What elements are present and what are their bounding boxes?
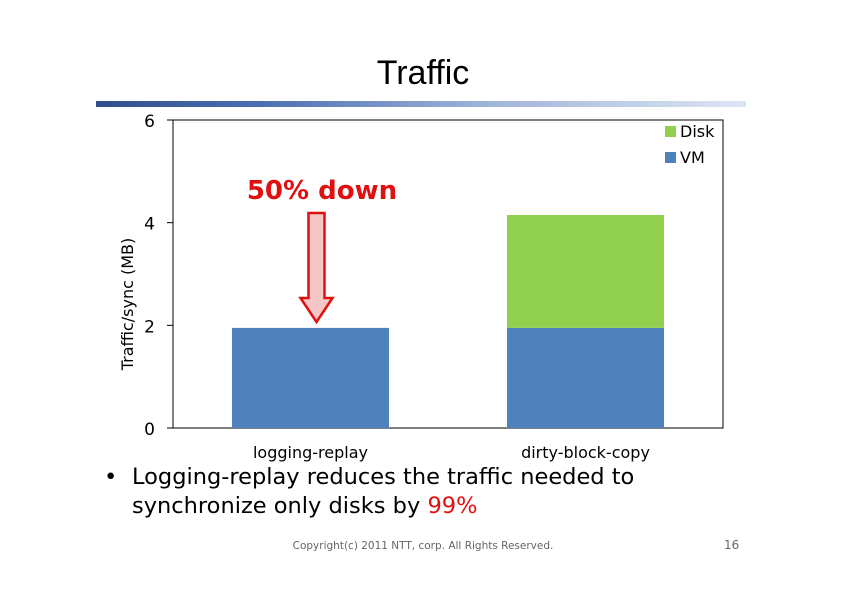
x-tick-label: dirty-block-copy xyxy=(521,443,650,462)
legend-label-vm: VM xyxy=(680,148,705,167)
bar-vm xyxy=(507,327,664,428)
y-tick-label: 6 xyxy=(144,112,155,132)
y-tick-label: 4 xyxy=(144,215,155,235)
traffic-chart: 0 2 4 6 Traffic/sync (MB) logging-replay dirty… xyxy=(118,112,724,462)
annotation-label: 50% down xyxy=(247,176,397,206)
y-tick-label: 2 xyxy=(144,317,155,337)
bullet-highlight: 99% xyxy=(427,493,478,519)
plot-area-frame xyxy=(172,119,724,429)
title-underline xyxy=(96,101,746,107)
legend-swatch-disk xyxy=(665,126,676,137)
y-axis-label: Traffic/sync (MB) xyxy=(118,238,137,372)
page-number: 16 xyxy=(724,538,740,552)
bullet-dot: • xyxy=(104,464,118,490)
y-tick-label: 0 xyxy=(144,420,155,440)
annotation-arrow xyxy=(298,211,335,325)
copyright-footer: Copyright(c) 2011 NTT, corp. All Rights … xyxy=(292,540,554,552)
bar-disk xyxy=(507,214,664,328)
slide-title: Traffic xyxy=(376,54,470,92)
legend-swatch-vm xyxy=(665,152,676,163)
bullet-body: Logging-replay reduces the traffic neede… xyxy=(132,464,635,519)
bullet-text: Logging-replay reduces the traffic neede… xyxy=(132,463,732,521)
bar-vm xyxy=(232,327,389,428)
legend-label-disk: Disk xyxy=(680,122,715,141)
x-tick-label: logging-replay xyxy=(253,443,368,462)
